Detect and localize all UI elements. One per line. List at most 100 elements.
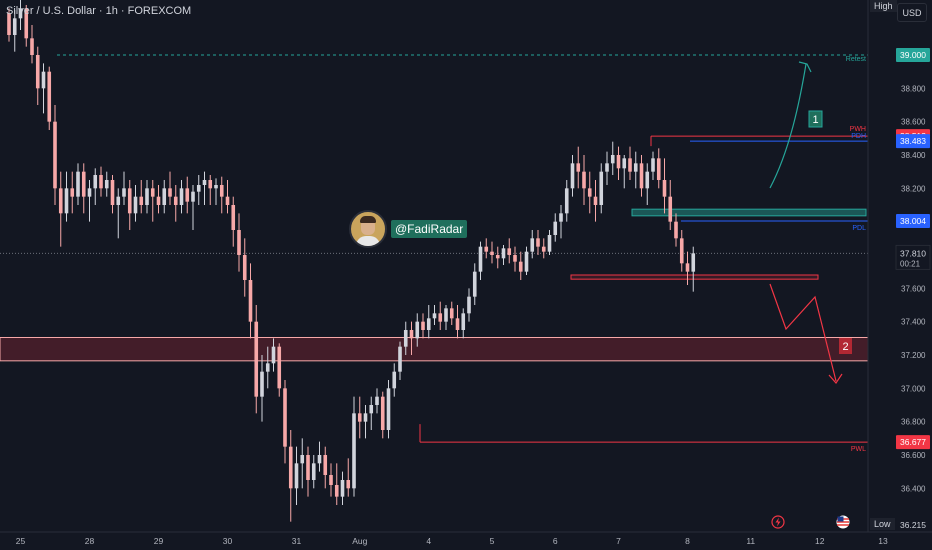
candle-body — [380, 396, 385, 430]
candle-body — [599, 171, 604, 205]
candle-body — [225, 196, 230, 205]
current-price-tag — [895, 244, 931, 270]
scenario-1-badge — [808, 110, 823, 128]
candle-body — [214, 185, 218, 189]
candle-body — [127, 188, 132, 214]
candle-body — [438, 313, 443, 322]
price-tag-text: 36.677 — [900, 437, 926, 447]
candle-body — [518, 261, 523, 272]
candle-body — [271, 346, 276, 364]
candle-body — [605, 163, 609, 172]
candle-body — [145, 188, 149, 205]
flash-icon[interactable] — [771, 515, 785, 529]
candle-body — [587, 188, 592, 197]
candle-body — [162, 188, 167, 205]
candle-body — [553, 221, 558, 235]
candle-body — [392, 371, 397, 389]
us-flag-icon[interactable] — [836, 515, 850, 529]
candle-body — [93, 175, 98, 189]
candle-body — [133, 196, 138, 214]
scenario-2-badge — [839, 338, 852, 354]
x-tick-label: Aug — [352, 536, 367, 546]
candle-body — [524, 251, 529, 272]
candle-body — [576, 163, 581, 172]
x-tick-label: 8 — [685, 536, 690, 546]
high-label: High — [870, 0, 897, 12]
scenario-2-path — [769, 283, 837, 382]
y-tick-label: 38.800 — [901, 84, 926, 93]
x-tick-label: 5 — [490, 536, 495, 546]
zones-layer — [0, 208, 869, 362]
resistance-zone — [631, 208, 867, 217]
candle-body — [386, 388, 391, 430]
candle-body — [685, 263, 690, 272]
low-value-text: 36.215 — [900, 520, 926, 530]
y-tick-label: 38.600 — [901, 118, 926, 127]
candle-body — [507, 248, 512, 255]
candle-body — [311, 463, 316, 480]
x-tick-label: 29 — [154, 536, 164, 546]
candle-body — [122, 188, 126, 197]
scenario-1-arrowhead — [798, 61, 812, 73]
currency-button[interactable]: USD — [897, 3, 927, 22]
x-tick-label: 4 — [426, 536, 431, 546]
candle-body — [628, 158, 632, 172]
x-tick-label: 11 — [746, 536, 755, 546]
level-label-pwl: PWL — [851, 446, 866, 453]
price-tag-text: 39.000 — [900, 50, 926, 60]
candle-body — [363, 413, 368, 422]
candle-body — [317, 455, 322, 464]
candle-body — [231, 205, 236, 230]
y-tick-label: 36.800 — [901, 418, 926, 427]
candle-body — [674, 221, 678, 239]
candle-body — [582, 171, 586, 189]
author-badge[interactable]: @FadiRadar — [349, 210, 468, 248]
time-axis[interactable]: 25 28 29 30 31 Aug 4 5 6 7 8 11 12 13 — [0, 531, 932, 546]
candle-body — [421, 321, 425, 330]
candle-body — [334, 485, 339, 497]
candle-body — [47, 71, 52, 122]
candle-body — [409, 330, 414, 339]
candle-body — [593, 196, 598, 205]
x-tick-label: 7 — [616, 536, 621, 546]
x-tick-label: 12 — [815, 536, 825, 546]
candle-body — [610, 155, 615, 164]
candle-body — [536, 238, 540, 247]
candle-body — [294, 463, 299, 489]
candle-body — [415, 321, 420, 339]
candle-body — [323, 455, 328, 475]
candle-body — [173, 196, 178, 205]
candle-body — [288, 446, 293, 489]
candle-body — [64, 188, 69, 214]
candle-body — [645, 171, 650, 189]
candle-body — [490, 251, 494, 255]
candle-body — [444, 308, 448, 322]
candle-body — [237, 230, 241, 255]
candle-body — [99, 175, 103, 189]
candle-body — [668, 196, 673, 222]
candle-body — [426, 318, 431, 330]
candle-body — [185, 188, 190, 202]
candle-body — [156, 196, 161, 205]
y-tick-label: 37.600 — [901, 284, 926, 293]
candle-body — [265, 363, 270, 372]
candle-body — [7, 13, 11, 36]
y-tick-label: 37.200 — [901, 351, 926, 360]
scenario-1-path — [769, 63, 807, 189]
price-axis[interactable]: 38.80038.60038.40038.20037.80037.60037.4… — [867, 0, 931, 532]
candle-body — [564, 188, 569, 214]
candle-body — [208, 180, 213, 189]
candle-body — [472, 271, 477, 297]
annotations-layer: 12 — [769, 61, 852, 384]
x-tick-label: 25 — [16, 536, 26, 546]
candle-body — [478, 246, 483, 272]
candle-body — [513, 255, 517, 262]
low-label: Low — [870, 518, 895, 530]
candle-body — [501, 248, 506, 259]
support-band — [570, 274, 819, 280]
candle-body — [340, 480, 345, 497]
candle-body — [651, 158, 655, 172]
candle-body — [58, 188, 63, 214]
